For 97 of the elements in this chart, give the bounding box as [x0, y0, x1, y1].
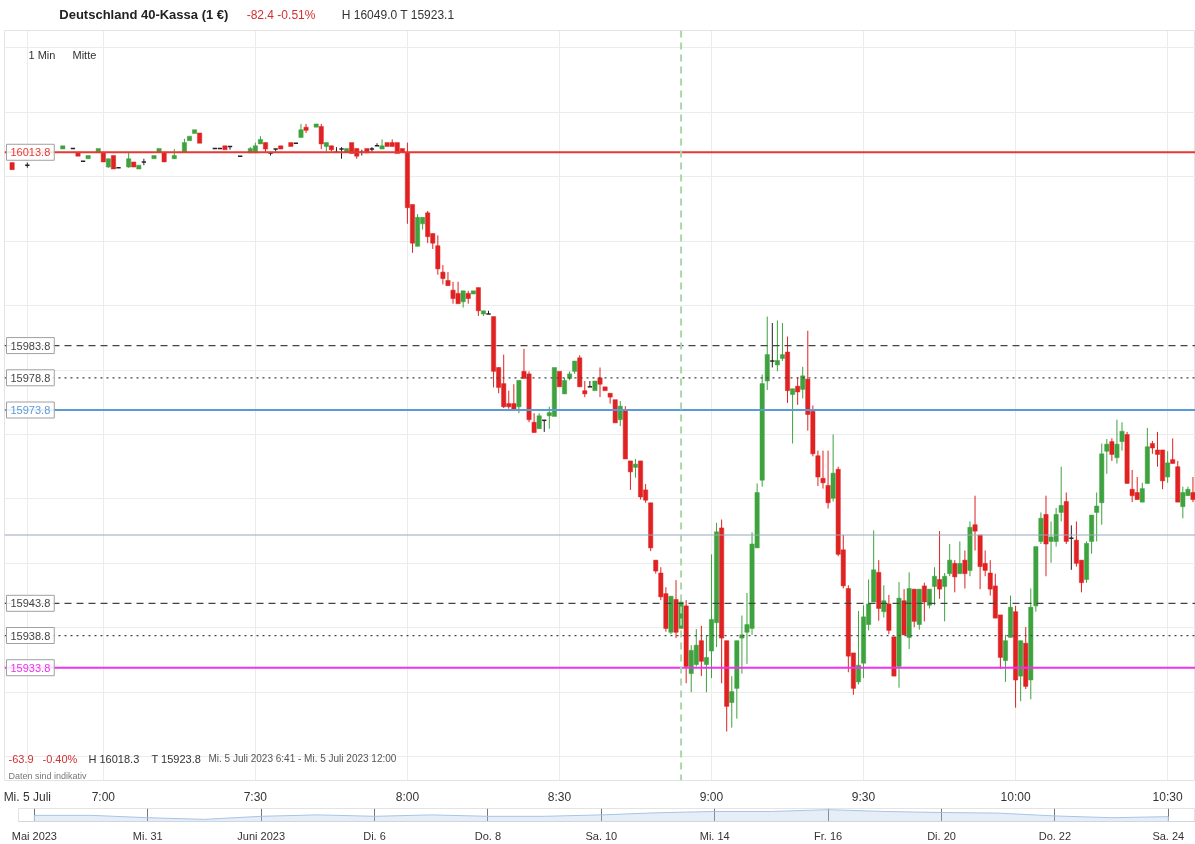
- candlestick: [881, 584, 887, 618]
- candlestick: [921, 582, 927, 622]
- candlestick: [891, 636, 897, 677]
- candlestick: [161, 152, 167, 163]
- x-tick-label: Di. 20: [927, 829, 956, 842]
- x-tick-label: 9:00: [699, 789, 724, 804]
- candlestick: [774, 319, 780, 372]
- candlestick: [1094, 491, 1100, 542]
- candlestick: [698, 625, 704, 677]
- candlestick: [379, 138, 385, 150]
- x-tick-label: 8:00: [395, 789, 420, 804]
- candlestick: [1038, 511, 1044, 545]
- candlestick: [633, 458, 638, 479]
- candlestick: [1190, 476, 1195, 503]
- candlestick: [932, 566, 937, 606]
- candlestick: [952, 559, 958, 593]
- chart-title: Deutschland 40-Kassa (1 €): [59, 7, 229, 22]
- x-tick-label: Juni 2023: [237, 829, 286, 842]
- annotation: -63.9: [8, 752, 34, 765]
- ref-line-label: 16013.8: [10, 146, 51, 159]
- ref-line-label: 15973.8: [10, 404, 51, 417]
- candlestick: [551, 367, 557, 417]
- candlestick: [617, 400, 623, 427]
- candlestick: [1003, 634, 1008, 683]
- candlestick: [927, 588, 932, 609]
- x-tick-label: Mi. 5 Juli: [3, 789, 51, 804]
- candlestick: [313, 123, 319, 128]
- annotation: T 15923.8: [151, 752, 201, 765]
- candlestick: [136, 164, 142, 170]
- candlestick: [131, 161, 137, 168]
- annotation: H 16018.3: [88, 752, 140, 765]
- candlestick: [957, 540, 963, 575]
- x-tick-label: 10:30: [1152, 789, 1183, 804]
- candlestick: [222, 145, 228, 150]
- candlestick: [729, 675, 735, 729]
- x-tick-label: Fr. 16: [814, 829, 843, 842]
- x-tick-label: 9:30: [851, 789, 876, 804]
- x-tick-label: 10:00: [1000, 789, 1031, 804]
- candlestick: [85, 155, 91, 159]
- text: -82.4 -0.51% H 16049.0 T 15923.1: [246, 7, 455, 22]
- candlestick: [1109, 437, 1115, 462]
- candlestick: [100, 152, 106, 163]
- ref-line-label: 15933.8: [10, 661, 51, 674]
- candlestick: [318, 123, 324, 150]
- x-tick-label: Mi. 14: [699, 829, 730, 842]
- candlestick: [151, 155, 157, 159]
- x-tick-label: Sa. 24: [1152, 829, 1185, 842]
- candlestick: [947, 543, 953, 577]
- candlestick: [962, 549, 968, 589]
- annotation: Daten sind indikativ: [8, 770, 88, 781]
- candlestick: [192, 129, 197, 134]
- x-tick-label: 8:30: [547, 789, 572, 804]
- x-tick-label: Sa. 10: [585, 829, 618, 842]
- annotation: -0.40%: [42, 752, 78, 765]
- x-tick-label: 7:30: [243, 789, 268, 804]
- ref-line-label: 15978.8: [10, 371, 51, 384]
- candlestick: [288, 142, 294, 147]
- candlestick: [60, 145, 66, 150]
- annotation: Mi. 5 Juli 2023 6:41 - Mi. 5 Juli 2023 12:00: [208, 753, 397, 764]
- candlestick: [628, 460, 633, 491]
- candlestick: [9, 162, 15, 170]
- candlestick: [187, 135, 192, 141]
- candlestick: [704, 634, 709, 693]
- annotation: 1 Min: [28, 48, 56, 61]
- candlestick: [769, 322, 776, 368]
- candlestick: [140, 158, 147, 166]
- candlestick: [592, 380, 598, 391]
- candlestick: [937, 530, 942, 600]
- x-tick-label: Do. 22: [1038, 829, 1072, 842]
- candlestick: [557, 371, 562, 388]
- candlestick: [1170, 437, 1176, 464]
- annotation: Mitte: [72, 48, 97, 61]
- x-tick-label: Do. 8: [474, 829, 502, 842]
- candlestick: [197, 132, 203, 144]
- candlestick: [790, 388, 795, 445]
- candlestick: [278, 145, 284, 150]
- candlestick: [586, 380, 593, 388]
- candlestick: [470, 290, 476, 295]
- candlestick: [800, 366, 806, 399]
- candlestick: [475, 287, 481, 317]
- ref-line-label: 15983.8: [10, 339, 51, 352]
- candlestick: [111, 155, 116, 170]
- x-tick-label: 7:00: [91, 789, 116, 804]
- candlestick: [942, 572, 948, 622]
- candlestick: [1068, 524, 1075, 571]
- candlestick: [795, 376, 801, 406]
- candlestick: [780, 322, 785, 362]
- candlestick: [856, 610, 861, 685]
- ref-line-label: 15938.8: [10, 629, 51, 642]
- ref-line-label: 15943.8: [10, 597, 51, 610]
- candlestick: [612, 399, 618, 424]
- candlestick: [1139, 482, 1145, 503]
- x-tick-label: Mi. 31: [132, 829, 163, 842]
- x-tick-label: Di. 6: [363, 829, 386, 842]
- candlestick: [1165, 450, 1171, 484]
- x-tick-label: Mai 2023: [11, 829, 58, 842]
- candlestick: [374, 142, 380, 147]
